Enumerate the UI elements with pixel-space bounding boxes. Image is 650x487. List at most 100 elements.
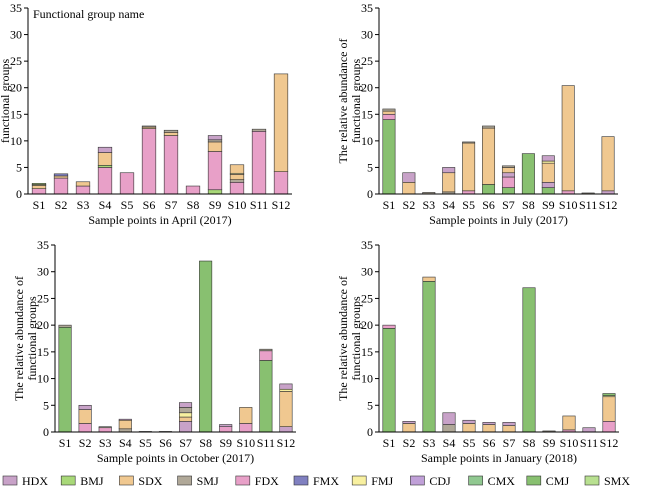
bar-segment-S7-SMJ [501, 165, 515, 168]
panel-annotation: Functional group name [33, 7, 144, 21]
bar-S12 [279, 383, 293, 433]
bar-S10 [561, 85, 575, 195]
legend-swatch [2, 475, 18, 486]
bar-segment-S10-FDX [239, 423, 253, 433]
x-tick-label: S11 [257, 436, 275, 450]
bar-segment-S7-SMJ [179, 407, 193, 414]
legend-item-bmj: BMJ [60, 474, 104, 487]
x-tick-label: S2 [403, 436, 416, 450]
bar-S5 [119, 172, 135, 195]
y-tick-label: 30 [361, 28, 373, 42]
bar-S10 [562, 415, 576, 433]
bar-segment-S8-CMJ [522, 287, 536, 433]
bar-S2 [78, 404, 92, 433]
x-tick-label: S6 [482, 198, 495, 212]
legend-label: CMX [488, 474, 516, 487]
bar-segment-S7-HDX [179, 421, 193, 433]
y-tick-label: 25 [37, 291, 49, 305]
y-tick-label: 5 [367, 160, 373, 174]
legend-item-cdj: CDJ [410, 474, 451, 487]
y-tick-label: 35 [361, 1, 373, 15]
bar-S10 [229, 164, 245, 195]
x-tick-label: S8 [199, 436, 212, 450]
bar-segment-S9-HDX [541, 155, 555, 162]
bar-segment-S8-CMJ [199, 260, 213, 433]
bar-segment-S4-BMJ [97, 165, 113, 168]
x-tick-label: S10 [236, 436, 255, 450]
y-tick-label: 0 [43, 425, 49, 439]
x-tick-label: S4 [443, 436, 456, 450]
x-tick-label: S2 [403, 198, 416, 212]
x-tick-label: S8 [187, 198, 200, 212]
y-tick-label: 10 [37, 372, 49, 386]
panel-4: 0 5 10 15 20 25 30 35 S1 S2 S3 S4 S5 S6 S7 S8 S9 S10 S11 S1… [336, 238, 619, 465]
bar-segment-S5-HDX [462, 419, 476, 424]
bar-S8 [199, 260, 213, 433]
bar-segment-S2-SDX [53, 175, 69, 179]
x-tick-label: S1 [383, 436, 396, 450]
bar-segment-S9-CMJ [541, 187, 555, 195]
bar-segment-S2-FDX [78, 423, 92, 433]
y-tick-label: 25 [361, 54, 373, 68]
legend-label: CMJ [546, 474, 570, 487]
axes [378, 8, 618, 195]
y-tick-label: 5 [43, 398, 49, 412]
bar-S6 [482, 422, 496, 433]
bar-S4 [97, 146, 113, 195]
legend-swatch [177, 475, 192, 486]
bar-segment-S10-SMJ [229, 179, 245, 183]
bar-segment-S10-SDX [229, 164, 245, 174]
bar-segment-S12-FDX [602, 421, 616, 433]
y-tick-label: 15 [37, 345, 49, 359]
x-tick-label: S1 [383, 198, 396, 212]
bar-S1 [31, 183, 47, 195]
bar-segment-S7-SDX [501, 167, 515, 174]
bar-segment-S10-SDX [561, 85, 575, 192]
x-tick-label: S4 [99, 198, 112, 212]
bar-segment-S9-SDX [207, 141, 223, 152]
axes [378, 245, 619, 433]
bar-segment-S7-FDX [501, 176, 515, 188]
bar-segment-S6-FDX [141, 128, 157, 195]
bar-segment-S6-SDX [482, 127, 496, 185]
bar-segment-S4-HDX [97, 146, 113, 153]
bar-segment-S12-SDX [279, 391, 293, 427]
x-tick-label: S4 [119, 436, 132, 450]
bar-S9 [207, 135, 223, 195]
x-tick-label: S6 [159, 436, 172, 450]
legend-label: FMJ [371, 474, 393, 487]
x-tick-label: S7 [165, 198, 178, 212]
bar-S10 [239, 407, 253, 433]
bar-S6 [141, 125, 157, 195]
bar-segment-S3-SDX [75, 181, 91, 187]
x-tick-label: S11 [250, 198, 268, 212]
bar-segment-S1-CMJ [382, 328, 396, 433]
y-axis-label: The relative abundance offunctional grou… [336, 276, 363, 401]
bar-segment-S7-CMJ [501, 187, 515, 195]
bar-segment-S8-CMJ [521, 153, 535, 195]
legend-label: FDX [255, 474, 279, 487]
x-tick-label: S10 [228, 198, 247, 212]
bar-segment-S2-HDX [402, 421, 416, 424]
x-tick-label: S2 [55, 198, 68, 212]
bar-S7 [163, 129, 179, 195]
bar-S2 [53, 173, 69, 195]
x-tick-label: S3 [99, 436, 112, 450]
y-axis-label: The relative abundance offunctional grou… [12, 276, 39, 401]
x-tick-label: S11 [579, 198, 597, 212]
bar-segment-S2-SDX [78, 409, 92, 424]
bar-S2 [402, 421, 416, 433]
legend-swatch [351, 475, 367, 486]
bar-segment-S3-FDX [75, 185, 91, 195]
bar-S1 [58, 324, 72, 433]
x-tick-label: S9 [209, 198, 222, 212]
x-tick-label: S12 [599, 198, 618, 212]
bar-segment-S11-HDX [582, 427, 596, 433]
x-tick-label: S7 [503, 436, 516, 450]
bar-segment-S2-HDX [78, 404, 92, 410]
y-tick-label: 30 [37, 265, 49, 279]
y-tick-label: 10 [361, 372, 373, 386]
bar-segment-S9-SMJ [207, 139, 223, 143]
y-tick-label: 0 [367, 425, 373, 439]
